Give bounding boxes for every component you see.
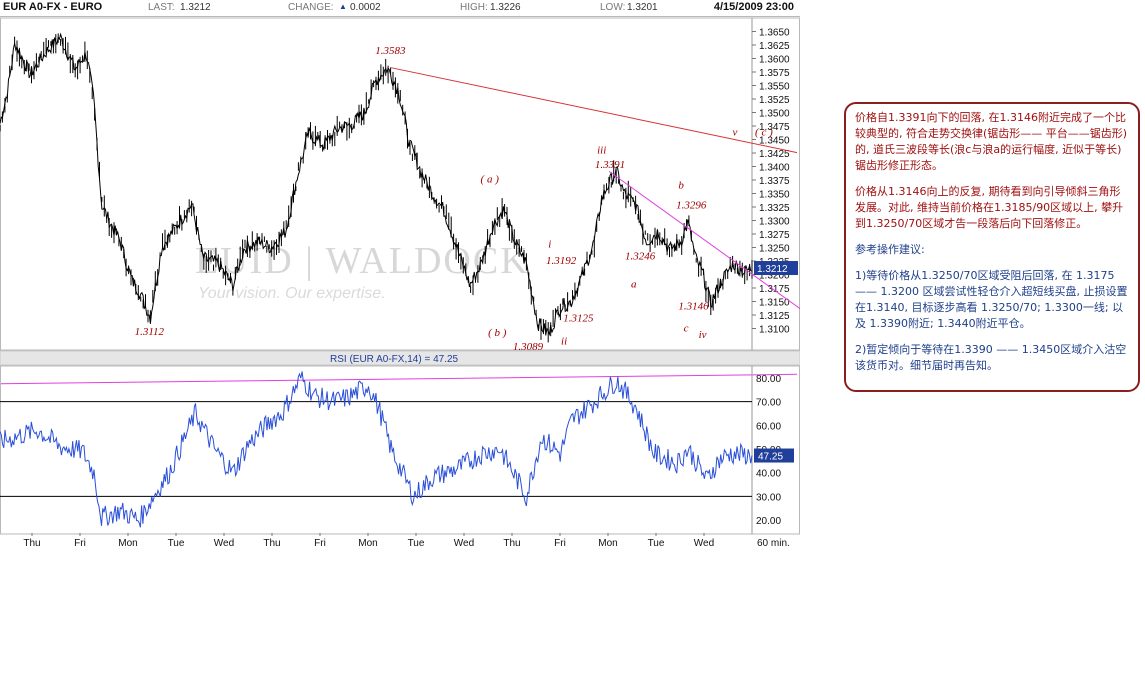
wave-annotation: 1.3125 (563, 312, 594, 324)
up-arrow-icon: ▲ (339, 2, 347, 11)
x-tick-label: Fri (314, 538, 326, 549)
rsi-y-tick-label: 80.00 (756, 374, 781, 385)
price-plot-frame (0, 17, 800, 351)
wave-annotation: iv (699, 329, 707, 341)
price-y-tick-label: 1.3375 (759, 176, 790, 187)
rsi-y-tick-label: 70.00 (756, 398, 781, 409)
wave-annotation: 1.3391 (595, 159, 625, 171)
x-tick-label: Tue (408, 538, 425, 549)
datetime-label: 4/15/2009 23:00 (713, 1, 794, 13)
wave-annotation: c (684, 323, 689, 335)
x-tick-label: Mon (358, 538, 377, 549)
rsi-line (0, 371, 753, 528)
change-value: 0.0002 (350, 2, 381, 13)
wave-annotation: 1.3192 (546, 255, 577, 267)
quote-header: EUR A0-FX - EURO LAST: 1.3212 CHANGE: ▲ … (0, 0, 800, 17)
price-y-tick-label: 1.3475 (759, 122, 790, 133)
rsi-title-bar (0, 350, 800, 366)
wave-annotation: 1.3246 (625, 250, 656, 262)
price-y-tick-label: 1.3450 (759, 136, 790, 147)
price-y-tick-label: 1.3250 (759, 244, 790, 255)
wave-annotation: 1.3089 (513, 341, 544, 353)
x-tick-label: Thu (503, 538, 520, 549)
low-label: LOW: (600, 2, 626, 13)
chart-svg: EUID | WALDOCK Your vision. Our expertise… (0, 17, 800, 549)
price-y-tick-label: 1.3300 (759, 217, 790, 228)
wave-annotation: ( c ) (755, 127, 773, 139)
analysis-paragraph-2: 价格从1.3146向上的反复, 期待看到向引导倾斜三角形发展。对此, 维持当前价… (855, 185, 1124, 230)
price-y-tick-label: 1.3100 (759, 325, 790, 336)
high-value: 1.3226 (490, 2, 521, 13)
rsi-last-badge (754, 448, 794, 463)
advice-title: 参考操作建议: (855, 243, 925, 256)
watermark-brand: EUID | WALDOCK (195, 240, 530, 282)
wave-annotation: 1.3296 (676, 200, 707, 212)
price-y-tick-label: 1.3550 (759, 82, 790, 93)
last-value: 1.3212 (180, 2, 211, 13)
price-y-tick-label: 1.3525 (759, 95, 790, 106)
x-tick-label: Tue (168, 538, 185, 549)
price-y-tick-label: 1.3575 (759, 68, 790, 79)
interval-label: 60 min. (757, 538, 790, 549)
price-y-tick-label: 1.3425 (759, 149, 790, 160)
rsi-y-tick-label: 40.00 (756, 469, 781, 480)
price-y-tick-label: 1.3125 (759, 311, 790, 322)
resistance-trendline (390, 67, 798, 154)
watermark-tagline: Your vision. Our expertise. (198, 285, 386, 302)
x-tick-label: Mon (598, 538, 617, 549)
last-label: LAST: (148, 2, 175, 13)
rsi-y-tick-label: 20.00 (756, 516, 781, 527)
chart-area: EUR A0-FX - EURO LAST: 1.3212 CHANGE: ▲ … (0, 0, 800, 550)
rsi-plot-frame (0, 365, 800, 535)
x-tick-label: Wed (214, 538, 234, 549)
wave-annotation: i (548, 239, 551, 251)
rsi-title: RSI (EUR A0-FX,14) = 47.25 (330, 354, 459, 365)
advice-item-2: 2)暂定倾向于等待在1.3390 —— 1.3450区域介入沽空该货币对。细节届… (855, 343, 1127, 372)
rsi-last-label: 47.25 (758, 452, 783, 463)
x-tick-label: Fri (554, 538, 566, 549)
wave-annotation: ii (561, 336, 567, 348)
wave-annotation: 1.3146 (678, 301, 709, 313)
x-tick-label: Thu (23, 538, 40, 549)
last-price-badge (754, 261, 798, 276)
price-y-tick-label: 1.3150 (759, 298, 790, 309)
x-tick-label: Mon (118, 538, 137, 549)
rsi-y-tick-label: 60.00 (756, 421, 781, 432)
wave-annotation: v (732, 127, 737, 139)
wave-annotation: b (678, 180, 684, 192)
price-y-tick-label: 1.3625 (759, 41, 790, 52)
wave-annotation: ( b ) (488, 327, 507, 339)
analysis-panel: 价格自1.3391向下的回落, 在1.3146附近完成了一个比较典型的, 符合走… (844, 102, 1140, 392)
price-y-tick-label: 1.3400 (759, 163, 790, 174)
price-y-tick-label: 1.3600 (759, 55, 790, 66)
price-y-tick-label: 1.3650 (759, 28, 790, 39)
x-tick-label: Wed (694, 538, 714, 549)
x-tick-label: Tue (648, 538, 665, 549)
price-y-tick-label: 1.3325 (759, 203, 790, 214)
last-price-label: 1.3212 (757, 264, 788, 275)
high-label: HIGH: (460, 2, 488, 13)
x-tick-label: Wed (454, 538, 474, 549)
price-y-tick-label: 1.3500 (759, 109, 790, 120)
wave-annotation: a (631, 278, 637, 290)
price-y-tick-label: 1.3350 (759, 190, 790, 201)
price-y-tick-label: 1.3275 (759, 230, 790, 241)
x-tick-label: Fri (74, 538, 86, 549)
low-value: 1.3201 (627, 2, 658, 13)
price-y-tick-label: 1.3200 (759, 271, 790, 282)
symbol-label: EUR A0-FX - EURO (3, 1, 103, 13)
advice-item-1: 1)等待价格从1.3250/70区域受阻后回落, 在 1.3175 —— 1.3… (855, 269, 1128, 330)
wave-annotation: 1.3112 (135, 326, 165, 338)
wave-annotation: ( a ) (481, 174, 500, 186)
wave-annotation: 1.3583 (375, 45, 406, 57)
rsi-trendline (0, 373, 798, 385)
price-y-tick-label: 1.3175 (759, 284, 790, 295)
change-label: CHANGE: (288, 2, 334, 13)
rsi-y-tick-label: 30.00 (756, 492, 781, 503)
analysis-paragraph-1: 价格自1.3391向下的回落, 在1.3146附近完成了一个比较典型的, 符合走… (855, 111, 1128, 172)
x-tick-label: Thu (263, 538, 280, 549)
triangle-trendline (608, 170, 800, 310)
wave-annotation: iii (597, 145, 606, 157)
